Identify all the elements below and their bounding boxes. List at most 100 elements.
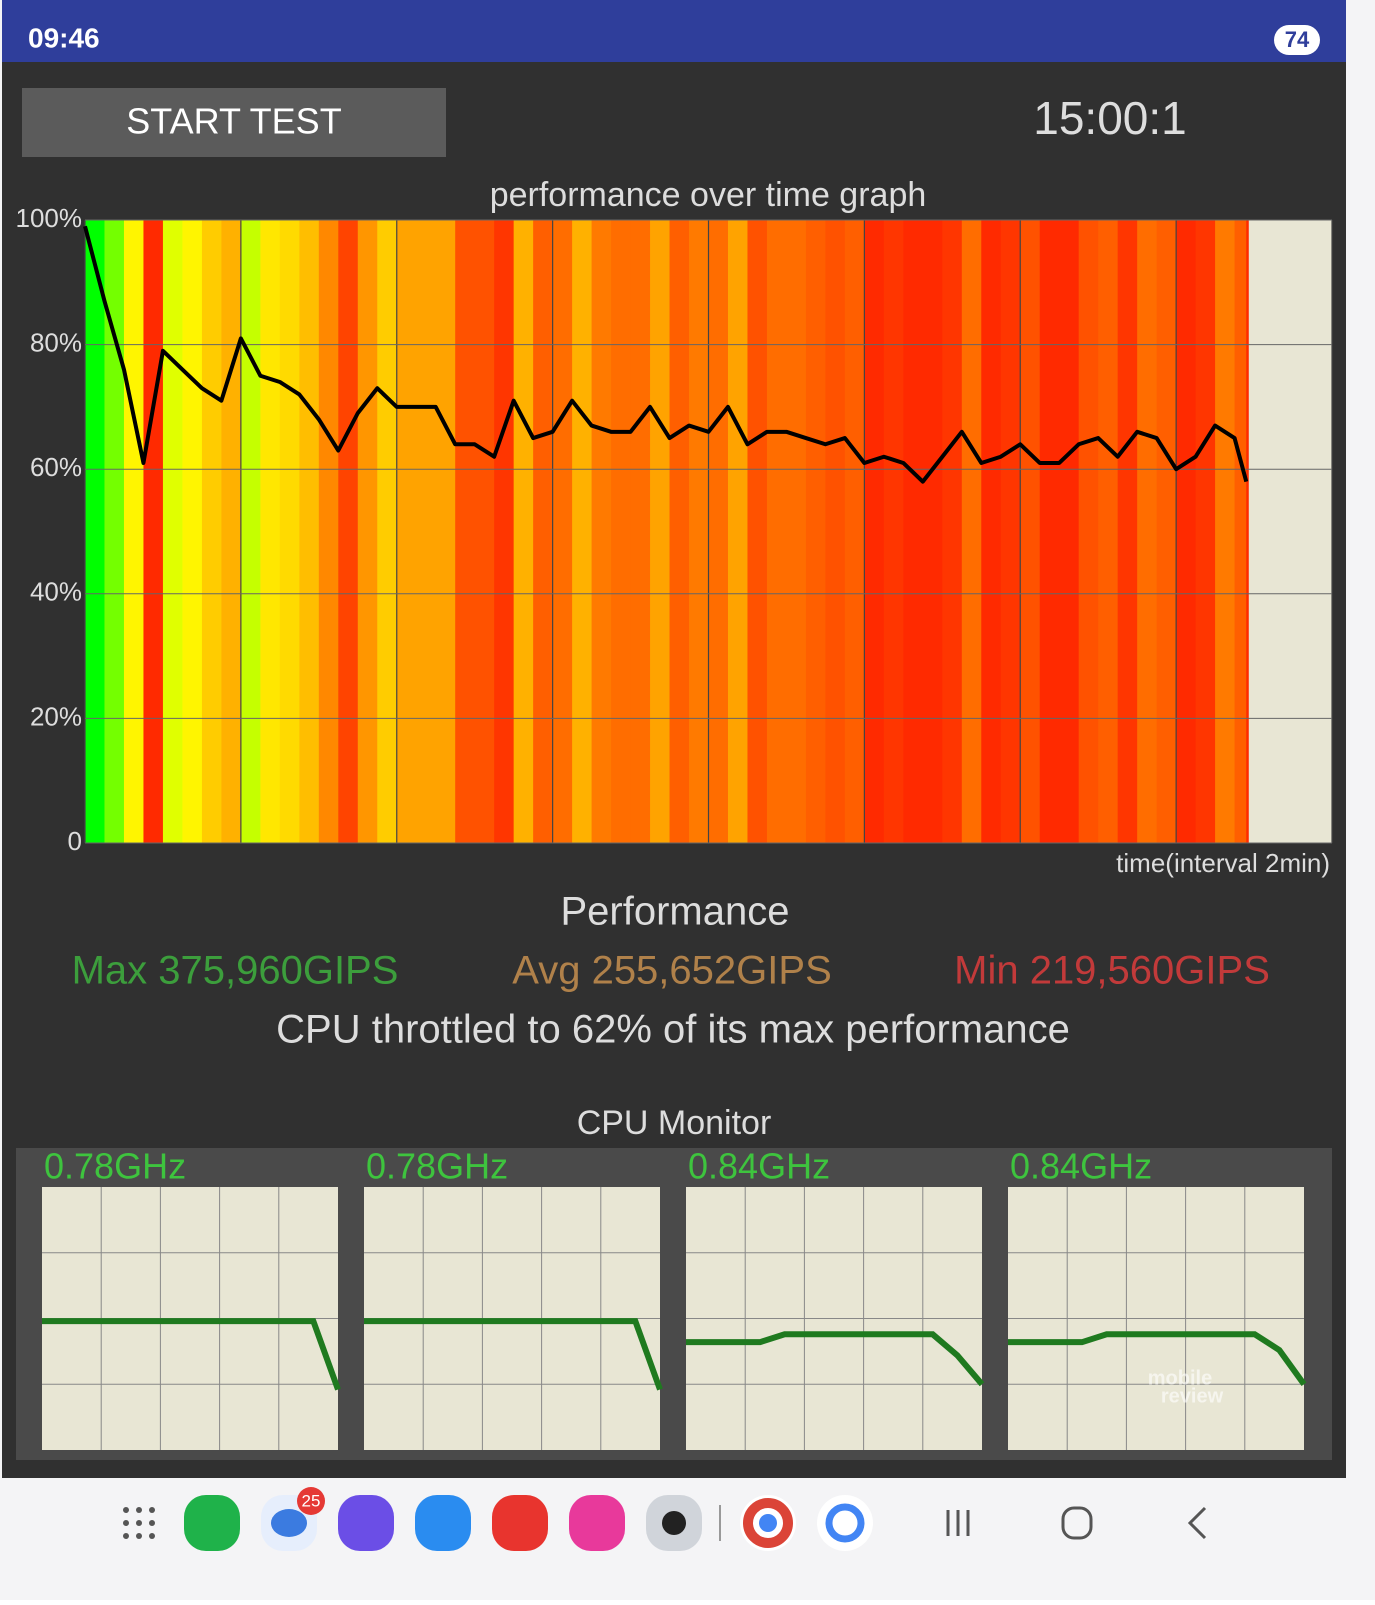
heat-stripe [318,220,339,843]
heat-stripe [162,220,183,843]
heat-stripe [844,220,865,843]
max-stat: Max 375,960GIPS [72,949,399,993]
chrome-center [759,1514,777,1532]
chart-title: performance over time graph [490,176,927,214]
heat-stripe [104,220,125,843]
cpu-monitor: 0.78GHz 0.78GHz 0.84GHz 0.84GHz [42,1146,1307,1450]
heat-stripe [650,220,671,843]
google-glyph [825,1503,865,1543]
heat-stripe [1000,220,1021,843]
heat-stripe [1156,220,1177,843]
heat-stripe [1246,220,1249,843]
phone-icon[interactable] [184,1495,240,1551]
core-line [42,1318,341,1391]
heat-stripe [1137,220,1158,843]
heat-stripe [455,220,476,843]
heat-stripe [494,220,515,843]
timer: 15:00:1 [1033,92,1186,144]
chat-icon[interactable] [415,1495,471,1551]
start-button[interactable] [22,88,446,157]
heat-stripe [416,220,437,843]
core-line [686,1331,985,1387]
gallery-icon[interactable] [569,1495,625,1551]
heat-stripe [143,220,164,843]
heat-stripe [669,220,690,843]
avg-stat: Avg 255,652GIPS [512,949,832,993]
internet-icon[interactable] [338,1495,394,1551]
heat-stripe [201,220,222,843]
summary: CPU throttled to 62% of its max performa… [276,1008,1070,1052]
heat-stripe [786,220,807,843]
heat-stripe [942,220,963,843]
apps-grid-icon [123,1507,155,1539]
heat-stripe [727,220,748,843]
heat-stripe [708,220,729,843]
battery-level: 74 [1285,27,1310,52]
y-tick-label: 0 [68,826,82,856]
heat-stripe [864,220,885,843]
heat-stripe [474,220,495,843]
heat-stripe [299,220,320,843]
heat-stripe [981,220,1002,843]
heat-stripe [260,220,281,843]
recents-button[interactable] [946,1510,970,1536]
clock: 09:46 [28,22,100,53]
y-tick-label: 60% [30,452,82,482]
heat-stripe [961,220,982,843]
heat-stripe [513,220,534,843]
cpu-monitor-title: CPU Monitor [577,1104,772,1142]
heat-stripe [552,220,573,843]
heat-stripe [572,220,593,843]
heat-stripe [182,220,203,843]
dock: 25 [123,1487,1207,1551]
heat-stripe [338,220,359,843]
y-tick-label: 40% [30,577,82,607]
chrome-ring [743,1498,793,1548]
heat-stripe [922,220,943,843]
core-frequency: 0.78GHz [44,1146,186,1187]
battery [1274,25,1320,55]
heat-stripe [1059,220,1080,843]
heat-stripe [1020,220,1041,843]
heat-stripe [825,220,846,843]
heat-stripe [1176,220,1197,843]
heat-stripe [805,220,826,843]
core-line [364,1318,663,1391]
min-stat: Min 219,560GIPS [954,949,1270,993]
core-frequency: 0.84GHz [688,1146,830,1187]
camera-lens [662,1511,686,1535]
status-bar [2,0,1346,62]
heat-stripe [1078,220,1099,843]
heat-stripe [85,220,105,843]
start-button-label[interactable]: START TEST [126,101,341,142]
watermark: mobile [1148,1367,1212,1389]
google-icon[interactable] [817,1495,873,1551]
performance-line [83,225,1249,484]
heat-stripe [221,220,242,843]
notes-icon[interactable] [492,1495,548,1551]
heat-stripe [1039,220,1060,843]
heat-stripe [903,220,924,843]
heat-stripe [396,220,417,843]
heat-stripe [1195,220,1216,843]
heat-stripe [1215,220,1236,843]
y-tick-label: 80% [30,327,82,357]
heat-stripe [1098,220,1119,843]
performance-title: Performance [561,890,790,934]
core-line [1008,1331,1307,1387]
home-button[interactable] [1061,1506,1093,1540]
watermark: review [1161,1385,1224,1407]
heat-stripe [435,220,456,843]
heat-stripe [1234,220,1247,843]
back-button[interactable] [1187,1506,1207,1540]
heat-stripe [630,220,651,843]
core-frequency: 0.78GHz [366,1146,508,1187]
heat-stripe [611,220,632,843]
heat-stripe [766,220,787,843]
heat-stripe [240,220,261,843]
heat-stripe [279,220,300,843]
badge [297,1487,325,1515]
heat-stripe [747,220,768,843]
